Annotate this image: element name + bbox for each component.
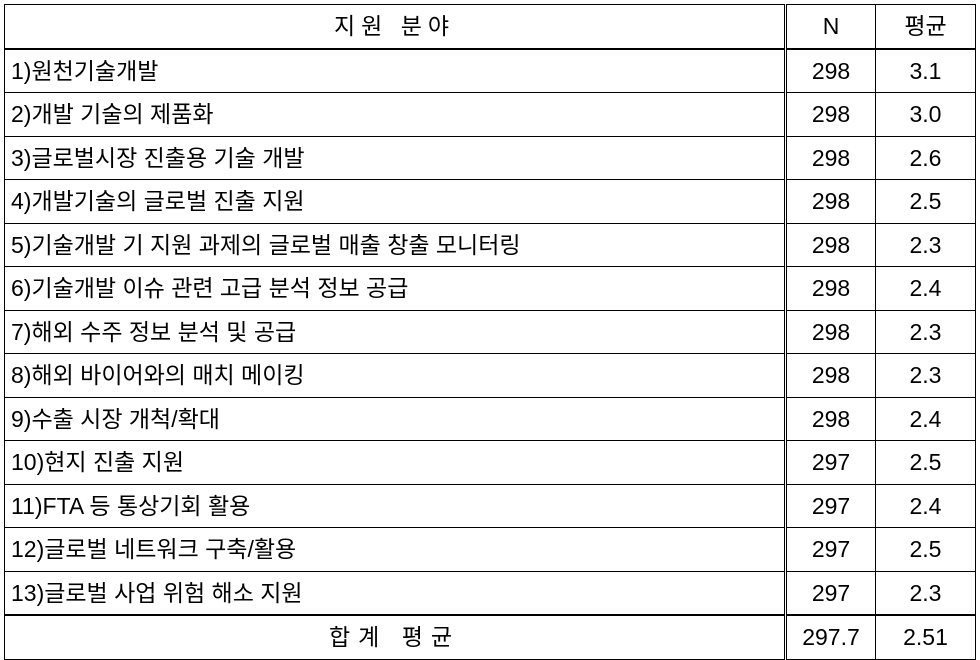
table-row: 4)개발기술의 글로벌 진출 지원 298 2.5 [5, 180, 976, 224]
table-body: 1)원천기술개발 298 3.1 2)개발 기술의 제품화 298 3.0 3)… [5, 49, 976, 616]
row-avg: 3.0 [876, 93, 976, 137]
row-label: 12)글로벌 네트워크 구축/활용 [5, 528, 786, 572]
row-n: 298 [786, 93, 876, 137]
table-row: 9)수출 시장 개척/확대 298 2.4 [5, 397, 976, 441]
table-row: 13)글로벌 사업 위험 해소 지원 297 2.3 [5, 571, 976, 615]
row-n: 298 [786, 49, 876, 93]
table-footer-row: 합계 평균 297.7 2.51 [5, 615, 976, 659]
table-row: 10)현지 진출 지원 297 2.5 [5, 441, 976, 485]
row-label: 4)개발기술의 글로벌 진출 지원 [5, 180, 786, 224]
table-row: 6)기술개발 이슈 관련 고급 분석 정보 공급 298 2.4 [5, 267, 976, 311]
table-row: 11)FTA 등 통상기회 활용 297 2.4 [5, 484, 976, 528]
row-avg: 2.3 [876, 571, 976, 615]
row-n: 297 [786, 441, 876, 485]
row-label: 8)해외 바이어와의 매치 메이킹 [5, 354, 786, 398]
header-n: N [786, 5, 876, 49]
table-row: 8)해외 바이어와의 매치 메이킹 298 2.3 [5, 354, 976, 398]
row-label: 9)수출 시장 개척/확대 [5, 397, 786, 441]
row-n: 298 [786, 310, 876, 354]
row-label: 7)해외 수주 정보 분석 및 공급 [5, 310, 786, 354]
row-n: 298 [786, 136, 876, 180]
row-avg: 2.4 [876, 267, 976, 311]
row-avg: 2.5 [876, 528, 976, 572]
row-n: 298 [786, 223, 876, 267]
row-n: 298 [786, 397, 876, 441]
row-label: 5)기술개발 기 지원 과제의 글로벌 매출 창출 모니터링 [5, 223, 786, 267]
table-row: 7)해외 수주 정보 분석 및 공급 298 2.3 [5, 310, 976, 354]
row-avg: 2.5 [876, 441, 976, 485]
row-label: 6)기술개발 이슈 관련 고급 분석 정보 공급 [5, 267, 786, 311]
row-avg: 2.4 [876, 484, 976, 528]
row-n: 298 [786, 354, 876, 398]
table-row: 12)글로벌 네트워크 구축/활용 297 2.5 [5, 528, 976, 572]
row-avg: 2.3 [876, 310, 976, 354]
row-label: 2)개발 기술의 제품화 [5, 93, 786, 137]
row-avg: 3.1 [876, 49, 976, 93]
footer-label: 합계 평균 [5, 615, 786, 659]
table-row: 5)기술개발 기 지원 과제의 글로벌 매출 창출 모니터링 298 2.3 [5, 223, 976, 267]
header-label: 지원 분야 [5, 5, 786, 49]
row-n: 297 [786, 484, 876, 528]
header-avg: 평균 [876, 5, 976, 49]
support-areas-table: 지원 분야 N 평균 1)원천기술개발 298 3.1 2)개발 기술의 제품화… [4, 4, 976, 660]
table-header-row: 지원 분야 N 평균 [5, 5, 976, 49]
row-avg: 2.5 [876, 180, 976, 224]
row-n: 297 [786, 571, 876, 615]
row-avg: 2.6 [876, 136, 976, 180]
row-n: 298 [786, 267, 876, 311]
row-n: 298 [786, 180, 876, 224]
row-label: 10)현지 진출 지원 [5, 441, 786, 485]
row-label: 13)글로벌 사업 위험 해소 지원 [5, 571, 786, 615]
table-row: 2)개발 기술의 제품화 298 3.0 [5, 93, 976, 137]
row-label: 3)글로벌시장 진출용 기술 개발 [5, 136, 786, 180]
table-row: 3)글로벌시장 진출용 기술 개발 298 2.6 [5, 136, 976, 180]
row-label: 1)원천기술개발 [5, 49, 786, 93]
table-row: 1)원천기술개발 298 3.1 [5, 49, 976, 93]
footer-n: 297.7 [786, 615, 876, 659]
row-label: 11)FTA 등 통상기회 활용 [5, 484, 786, 528]
row-avg: 2.3 [876, 223, 976, 267]
row-avg: 2.3 [876, 354, 976, 398]
row-n: 297 [786, 528, 876, 572]
footer-avg: 2.51 [876, 615, 976, 659]
row-avg: 2.4 [876, 397, 976, 441]
